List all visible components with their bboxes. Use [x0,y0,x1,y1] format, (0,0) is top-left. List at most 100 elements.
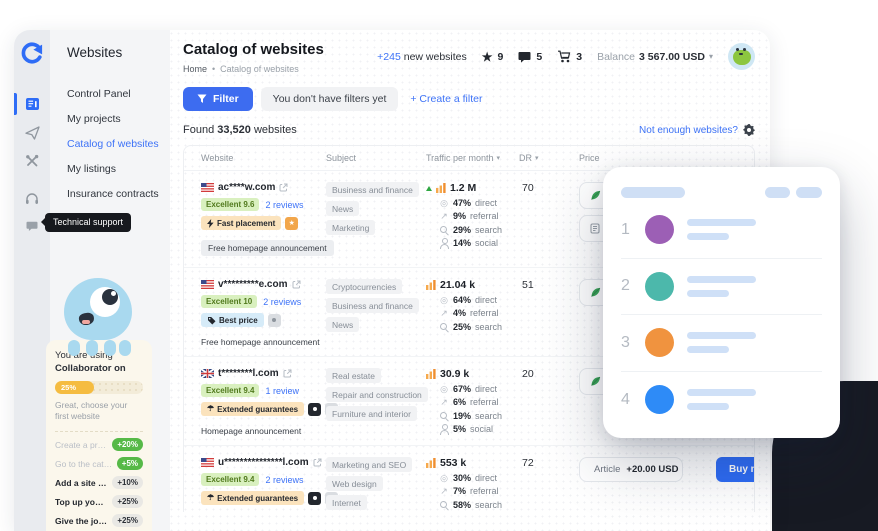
task-bonus-badge: +25% [112,495,143,509]
us-flag-icon [201,280,214,289]
website-domain[interactable]: v*********e.com [218,279,288,290]
sort-icon[interactable]: ▾ [496,155,501,162]
sidebar-item-control-panel[interactable]: Control Panel [67,88,131,100]
walkthrough-steps: 1 2 3 4 [621,202,822,428]
step-circle [645,271,674,301]
avatar[interactable] [728,43,755,70]
cart-button[interactable]: 3 [557,50,582,63]
headphones-icon[interactable] [14,186,50,210]
task-go-to-catalog[interactable]: Go to the catalog +5% [55,457,143,471]
task-label: Go to the catalog [55,458,113,469]
star-icon: ★ [481,49,493,64]
rating-badge: Excellent 9.4 [201,473,260,486]
external-link-icon[interactable] [313,458,322,467]
balance-dropdown[interactable]: Balance 3 567.00 USD ▾ [597,51,713,63]
control-panel-icon[interactable] [14,92,50,116]
feather-icon [591,287,601,297]
gear-icon[interactable] [743,124,755,136]
technical-support-tooltip: Technical support [40,213,132,232]
sidebar-item-my-listings[interactable]: My listings [67,163,117,175]
search-icon [439,322,449,332]
website-domain[interactable]: u***************l.com [218,457,309,468]
new-websites-label: new websites [403,50,467,63]
hot-offer-icon: ★ [285,216,299,230]
breadcrumb-home[interactable]: Home [183,64,208,74]
favorites-count: 9 [497,50,504,63]
walkthrough-step: 1 [621,202,822,259]
collaborator-logo-icon[interactable] [21,42,43,64]
skeleton-title-bar [621,187,685,198]
reviews-link[interactable]: 2 reviews [265,199,304,210]
create-filter-link[interactable]: + Create a filter [410,93,483,105]
column-price[interactable]: Price [579,153,600,163]
reviews-link[interactable]: 2 reviews [263,296,302,307]
feather-icon [591,376,601,386]
sidebar-item-my-projects[interactable]: My projects [67,113,121,125]
dark-feature-icon [308,491,322,505]
no-filters-pill: You don't have filters yet [260,87,399,111]
subject-tag: Web design [326,476,383,491]
search-icon [439,500,449,510]
dr-value: 72 [522,457,534,469]
reviews-link[interactable]: 2 reviews [265,474,304,485]
social-icon [439,238,449,249]
gray-feature-icon [267,313,281,327]
column-website[interactable]: Website [201,153,234,163]
announcement-text: Homepage announcement [201,426,302,436]
sidebar-item-insurance-contracts[interactable]: Insurance contracts [67,188,159,200]
subject-tag: Business and finance [326,182,419,197]
column-subject[interactable]: Subject [326,153,357,163]
task-top-up-balance[interactable]: Top up your balance in ... +25% [55,495,143,509]
umbrella-icon: ☂ [207,493,215,502]
us-flag-icon [201,458,214,467]
task-add-site-to-cart[interactable]: Add a site to your cart +10% [55,476,143,490]
bar-chart-icon [426,280,436,290]
tools-icon[interactable] [14,149,50,173]
reviews-link[interactable]: 1 review [265,385,299,396]
comment-icon [518,51,531,63]
skeleton-pill [765,187,790,198]
buy-now-button[interactable]: Buy now [716,457,754,482]
subject-tag: Real estate [326,368,381,383]
task-bonus-badge: +10% [112,476,143,490]
task-bonus-badge: +25% [112,514,143,528]
external-link-icon[interactable] [283,369,292,378]
sidebar-item-catalog-of-websites[interactable]: Catalog of websites [67,138,159,150]
subject-tag: Repair and construction [326,387,428,402]
task-label: Top up your balance in ... [55,496,108,507]
mascot-leg [86,340,98,356]
mascot-tongue [82,320,90,324]
column-traffic[interactable]: Traffic per month ▾ [426,153,501,163]
announcement-badge: Free homepage announcement [201,240,334,256]
messages-button[interactable]: 5 [518,51,542,63]
new-websites-count: +245 [377,50,401,63]
avatar-monster [732,50,751,65]
external-link-icon[interactable] [279,183,288,192]
found-number: 33,520 [217,124,251,136]
filter-button[interactable]: Filter [183,87,253,111]
onboarding-line2: Collaborator on [55,363,126,374]
referral-icon: ↗ [440,397,448,407]
new-websites-counter[interactable]: +245 new websites [377,51,467,63]
avatar-mouth [739,53,743,55]
column-dr[interactable]: DR ▾ [519,153,539,163]
subject-tag: Marketing and SEO [326,457,413,472]
step-text-skeleton [687,389,756,411]
website-domain[interactable]: ac****w.com [218,182,276,193]
walkthrough-header [621,187,822,198]
website-domain[interactable]: t********l.com [218,368,279,379]
trend-up-icon [426,185,432,191]
table-row[interactable]: u***************l.com Excellent 9.4 2 re… [184,446,754,512]
support-chat-icon[interactable] [14,214,50,238]
article-button[interactable]: Article +20.00 USD [579,457,683,482]
paper-plane-icon[interactable] [14,121,50,145]
task-create-project[interactable]: Create a project +20% [55,438,143,452]
not-enough-websites-link[interactable]: Not enough websites? [639,124,755,136]
filter-bar: Filter You don't have filters yet + Crea… [183,87,755,111]
task-give-job[interactable]: Give the job to the site +25% [55,514,143,528]
bar-chart-icon [436,183,446,193]
avatar-eye [743,48,746,51]
external-link-icon[interactable] [292,280,301,289]
favorites-button[interactable]: ★ 9 [482,51,504,63]
sort-icon[interactable]: ▾ [535,155,539,162]
